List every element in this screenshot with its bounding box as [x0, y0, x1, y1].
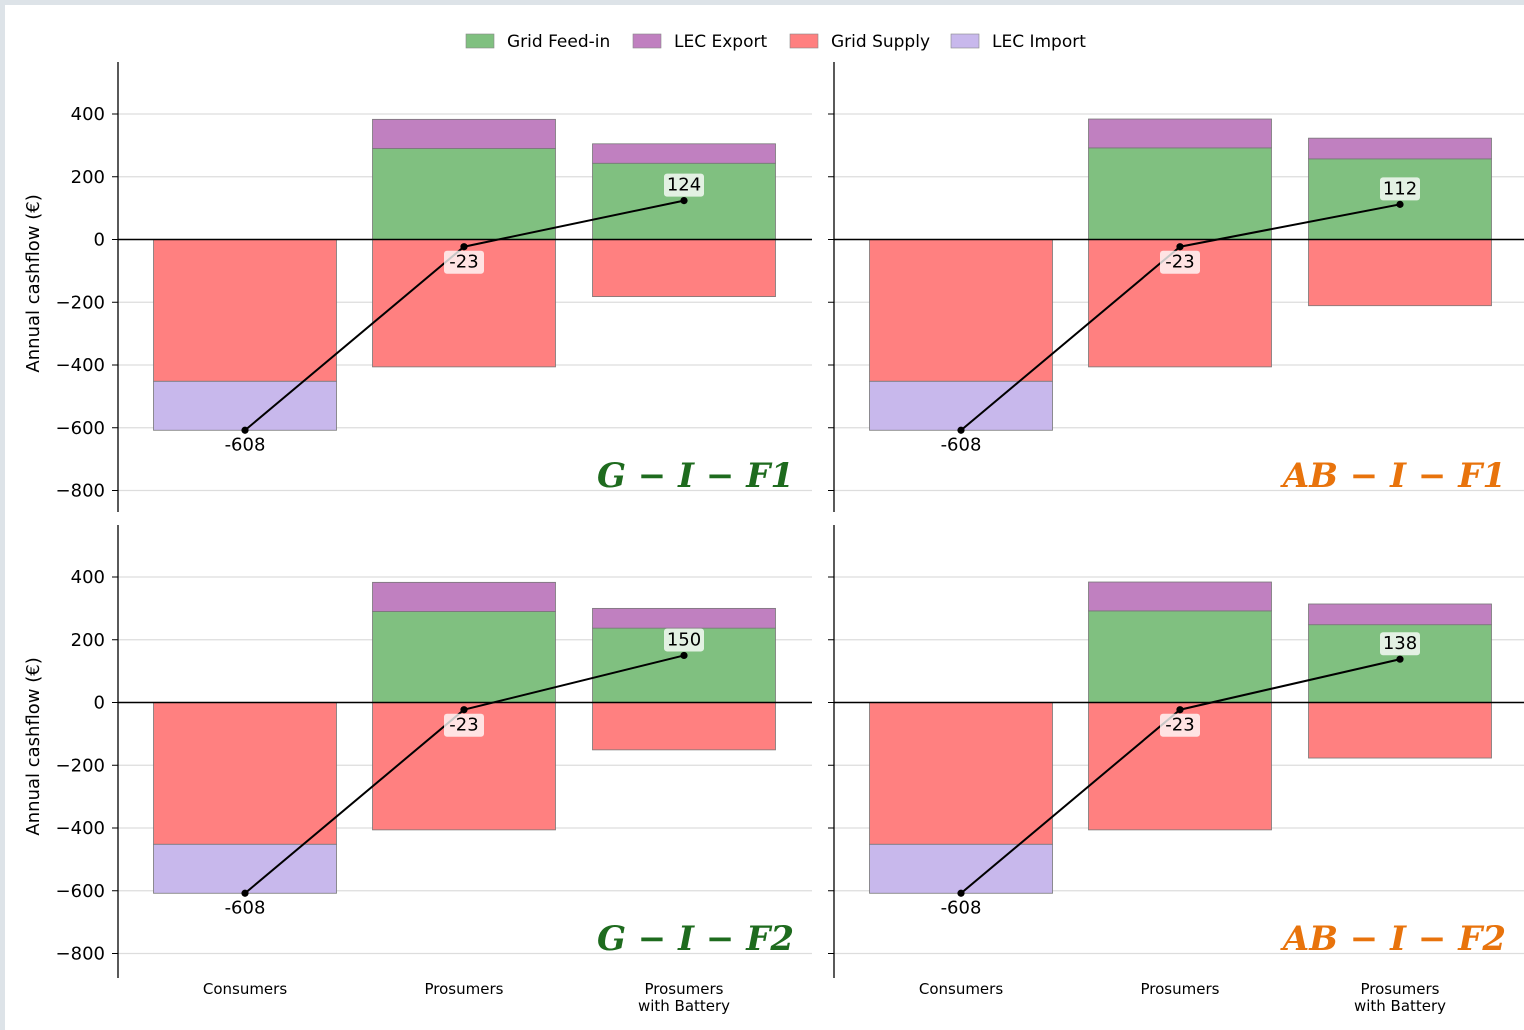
net-value-label: -23	[1165, 715, 1194, 736]
y-tick-label: 0	[94, 693, 105, 714]
panel-2: -608 -23 112 AB − I − F1	[828, 62, 1524, 512]
net-value-label: -608	[225, 897, 266, 918]
y-tick-label: −600	[56, 881, 105, 902]
bar-segment	[869, 380, 1053, 431]
net-value-label: 150	[667, 629, 701, 650]
bar-segment	[153, 380, 337, 431]
net-point	[680, 196, 688, 205]
legend-swatch	[950, 33, 980, 49]
net-point	[460, 706, 468, 714]
x-category-label: with Battery	[1354, 997, 1446, 1015]
net-point	[1176, 243, 1184, 251]
panel-title: G − I − F2	[597, 919, 794, 959]
bar-segment	[1308, 603, 1492, 626]
bar-segment	[592, 702, 776, 751]
bar-segment	[592, 607, 776, 629]
net-value-label: -23	[449, 252, 478, 273]
net-value-label: -608	[941, 434, 982, 455]
net-label-box	[444, 250, 484, 274]
net-point	[1396, 655, 1404, 663]
panel-title: G − I − F1	[597, 456, 794, 496]
net-label-box	[1380, 632, 1420, 656]
x-category-label: Prosumers	[1141, 980, 1220, 998]
x-category-label: with Battery	[638, 997, 730, 1015]
panel-3: 400 200 0 −200 −400 −600 −800 Annual cashflow (…	[23, 525, 812, 1015]
legend-label: Grid Supply	[831, 32, 930, 52]
bar-segment	[372, 118, 556, 149]
x-category-label: Prosumers	[645, 980, 724, 998]
y-tick-label: −400	[56, 355, 105, 376]
net-value-label: -23	[449, 715, 478, 736]
bar-segment	[372, 148, 556, 240]
bar-segment	[372, 581, 556, 612]
y-tick-label: −400	[56, 818, 105, 839]
bar-segment	[153, 843, 337, 894]
net-value-label: -608	[941, 897, 982, 918]
net-value-label: 112	[1383, 178, 1417, 199]
bar-segment	[869, 239, 1053, 382]
legend-label: LEC Import	[992, 32, 1086, 52]
y-tick-label: −200	[56, 292, 105, 313]
bar-segment	[592, 239, 776, 298]
net-value-label: 124	[667, 175, 701, 196]
net-label-box	[1160, 713, 1200, 737]
y-tick-label: 400	[71, 104, 105, 125]
x-category-label: Consumers	[203, 980, 287, 998]
legend: Grid Feed-in LEC Export Grid Supply LEC Imp…	[465, 32, 1086, 52]
legend-label: LEC Export	[674, 32, 767, 52]
legend-swatch	[789, 33, 819, 49]
bar-segment	[869, 702, 1053, 845]
bar-segment	[869, 843, 1053, 894]
y-axis-title: Annual cashflow (€)	[23, 657, 44, 835]
net-value-label: -23	[1165, 252, 1194, 273]
net-value-label: 138	[1383, 633, 1417, 654]
bar-segment	[1308, 137, 1492, 160]
bar-segment	[1088, 610, 1272, 703]
x-category-label: Prosumers	[425, 980, 504, 998]
net-point	[460, 243, 468, 251]
net-label-box	[1380, 177, 1420, 201]
net-point	[957, 426, 965, 434]
y-axis-title: Annual cashflow (€)	[23, 194, 44, 372]
y-tick-label: −800	[56, 481, 105, 502]
net-point	[1396, 200, 1404, 208]
net-value-label: -608	[225, 434, 266, 455]
panel-title: AB − I − F2	[1280, 919, 1506, 959]
bar-segment	[1088, 118, 1272, 149]
bar-segment	[592, 143, 776, 164]
net-label-box	[664, 173, 704, 197]
legend-swatch	[465, 33, 495, 49]
bar-segment	[1308, 702, 1492, 759]
y-tick-label: 0	[94, 230, 105, 251]
net-point	[241, 426, 249, 434]
bar-segment	[1308, 239, 1492, 307]
bar-segment	[1088, 581, 1272, 612]
x-category-label: Consumers	[919, 980, 1003, 998]
legend-label: Grid Feed-in	[507, 32, 610, 52]
y-tick-label: −600	[56, 418, 105, 439]
net-label-box	[444, 713, 484, 737]
y-tick-label: 200	[71, 630, 105, 651]
legend-swatch	[632, 33, 662, 49]
bar-segment	[1088, 147, 1272, 240]
net-point	[957, 889, 965, 897]
y-tick-label: 400	[71, 567, 105, 588]
bar-segment	[153, 702, 337, 845]
bar-segment	[153, 239, 337, 382]
panel-4: -608 -23 138 AB − I − F2 Consumers Prosumers P…	[828, 525, 1524, 1015]
net-label-box	[1160, 250, 1200, 274]
net-point	[241, 889, 249, 897]
net-label-box	[664, 628, 704, 652]
y-tick-label: −800	[56, 944, 105, 965]
net-point	[1176, 706, 1184, 714]
x-category-label: Prosumers	[1361, 980, 1440, 998]
panel-title: AB − I − F1	[1280, 456, 1506, 496]
panel-1: 400 200 0 −200 −400 −600 −800 Annual cashflow (…	[23, 62, 812, 512]
net-point	[680, 651, 688, 660]
y-tick-label: 200	[71, 167, 105, 188]
y-tick-label: −200	[56, 755, 105, 776]
bar-segment	[372, 611, 556, 703]
